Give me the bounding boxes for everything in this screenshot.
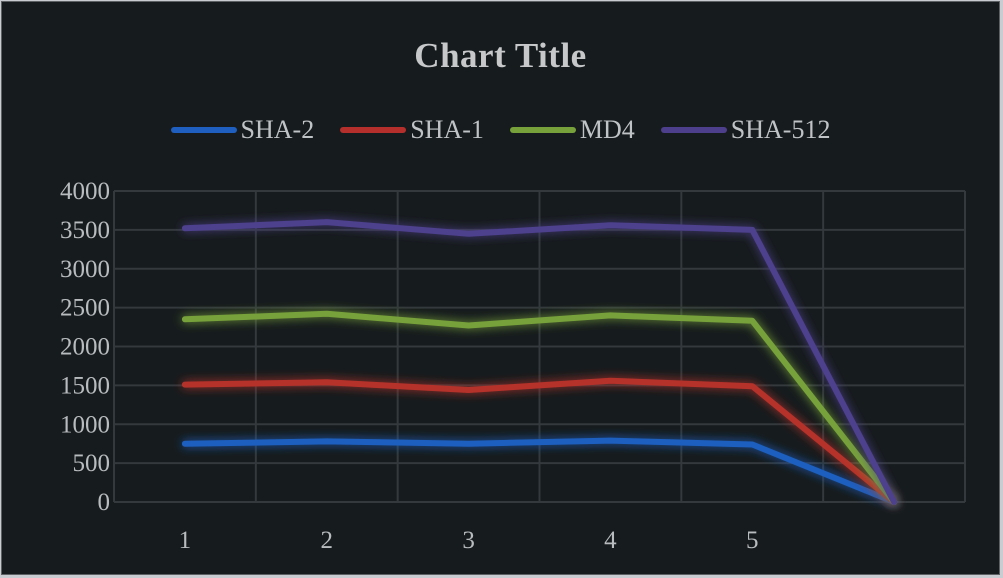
legend-label: SHA-512: [730, 115, 831, 144]
y-tick-label: 0: [98, 489, 111, 516]
legend-item: SHA-2: [170, 115, 315, 145]
chart-title: Chart Title: [414, 36, 587, 75]
x-tick-label: 3: [462, 527, 475, 554]
legend-swatch: [660, 127, 727, 133]
series-line: [181, 310, 898, 505]
y-tick-label: 2500: [60, 295, 110, 322]
legend-item: MD4: [509, 115, 635, 145]
x-tick-label: 2: [321, 527, 334, 554]
y-tick-label: 500: [73, 450, 111, 477]
series-line: [181, 377, 898, 505]
y-tick-label: 4000: [60, 178, 110, 205]
y-tick-label: 3000: [60, 256, 110, 283]
y-tick-label: 3500: [60, 217, 110, 244]
y-tick-label: 1000: [60, 411, 110, 438]
legend-item: SHA-1: [340, 115, 484, 145]
series-sha-512: [181, 219, 898, 505]
legend-swatch: [340, 127, 407, 133]
legend-label: SHA-1: [410, 115, 484, 144]
legend-swatch: [509, 127, 576, 133]
legend-label: MD4: [579, 115, 635, 144]
legend-label: SHA-2: [240, 115, 315, 144]
series-line: [181, 219, 898, 505]
x-tick-label: 5: [746, 527, 759, 554]
legend-swatch: [170, 127, 237, 133]
x-tick-label: 4: [604, 527, 617, 554]
legend: SHA-2 SHA-1 MD4 SHA-512: [2, 115, 999, 145]
x-tick-label: 1: [179, 527, 192, 554]
y-tick-label: 1500: [60, 372, 110, 399]
y-tick-label: 2000: [60, 334, 110, 361]
legend-item: SHA-512: [660, 115, 831, 145]
series-line: [181, 437, 898, 505]
